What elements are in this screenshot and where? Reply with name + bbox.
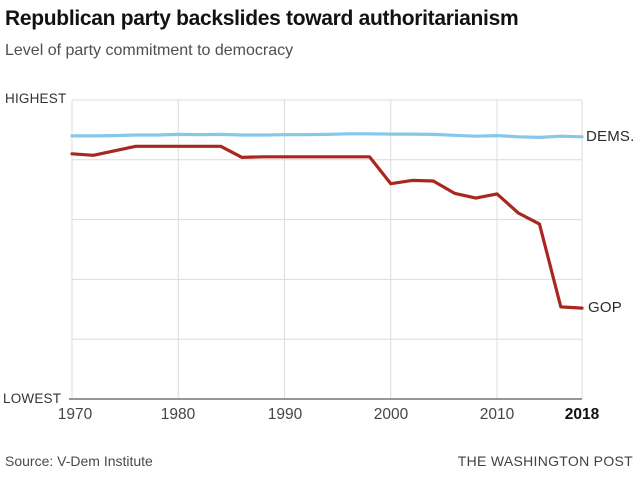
x-tick-1990: 1990 [267, 406, 303, 423]
publisher-credit: THE WASHINGTON POST [457, 453, 633, 469]
chart-title: Republican party backslides toward autho… [5, 7, 519, 30]
y-axis-label-highest: HIGHEST [5, 91, 67, 106]
chart-subtitle: Level of party commitment to democracy [5, 42, 294, 59]
y-axis-label-lowest: LOWEST [3, 391, 62, 406]
x-tick-1970: 1970 [57, 406, 93, 423]
source-attribution: Source: V-Dem Institute [5, 453, 153, 469]
series-label-gop: GOP [588, 299, 622, 317]
x-tick-2000: 2000 [373, 406, 409, 423]
series-label-dems: DEMS. [586, 127, 635, 145]
x-tick-1980: 1980 [160, 406, 196, 423]
x-tick-2018: 2018 [564, 406, 600, 423]
x-tick-2010: 2010 [479, 406, 515, 423]
